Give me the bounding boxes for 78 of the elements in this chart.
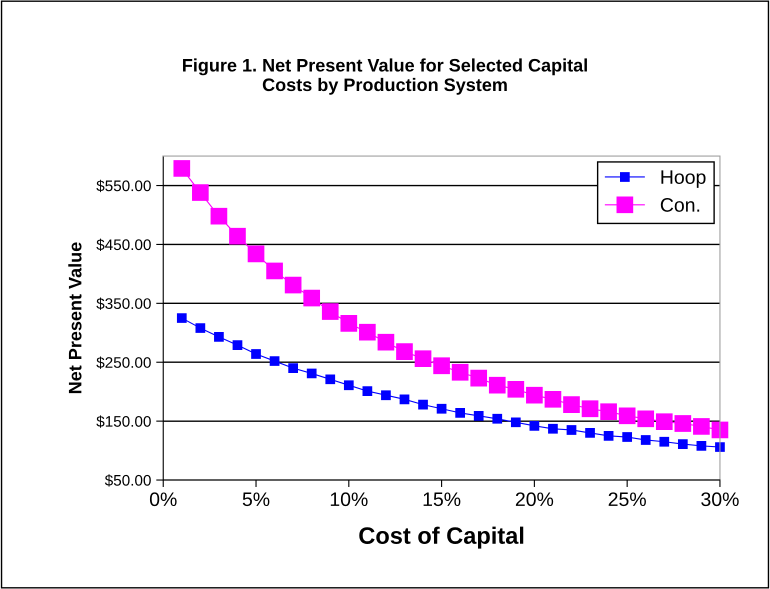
point [284,276,302,294]
x-tick-label: 20% [516,492,554,506]
point [248,246,264,262]
point [229,228,246,245]
y-tick-label: $250.00 [96,356,151,369]
x-tick-label: 25% [608,492,646,506]
point [192,184,209,201]
point [530,420,540,431]
point [712,422,728,438]
point [510,417,521,428]
point [433,357,450,374]
point [362,386,372,396]
point [637,410,654,428]
point [455,408,466,418]
point [359,324,376,341]
point [488,376,506,394]
legend-label: Con. [660,198,700,212]
legend-label: Hoop [661,170,706,188]
point [474,410,484,421]
point [470,370,488,386]
point [548,424,558,434]
y-axis-title: Net Present Value [68,242,82,394]
x-tick-label: 10% [330,492,368,506]
x-tick-label: 5% [242,492,270,506]
point [566,425,576,435]
point [176,313,187,323]
point [640,435,651,445]
point [303,290,320,306]
y-tick-label: $450.00 [96,238,151,252]
point [618,408,636,424]
point [396,343,413,360]
point [214,332,224,342]
point [604,431,614,441]
point [563,396,580,413]
x-tick-label: 30% [701,492,739,506]
x-tick-label: 0% [150,492,177,506]
point [452,364,468,381]
point [693,418,710,435]
point [492,414,502,424]
point [585,428,595,438]
point [418,400,428,410]
point [306,368,317,378]
point [507,380,524,398]
point [414,350,432,368]
point [195,323,206,333]
y-tick-label: $550.00 [96,180,151,192]
point [378,334,394,351]
point [381,390,391,400]
point [656,413,673,430]
point [544,391,562,408]
point [400,394,410,404]
point [210,208,228,224]
point [659,436,670,447]
point [696,441,706,451]
point [288,363,298,373]
point [322,303,339,320]
point [674,415,692,432]
y-tick-label: $50.00 [104,474,151,487]
point [526,386,543,404]
point [251,349,261,359]
point [582,400,598,418]
point [622,432,632,442]
point [344,380,354,390]
point [600,403,617,420]
point [340,315,358,332]
y-tick-label: $350.00 [96,298,151,310]
x-tick-label: 15% [424,492,460,506]
point [232,340,242,350]
point [678,439,688,449]
y-tick-label: $150.00 [96,415,151,428]
point [173,160,190,177]
point [266,262,283,280]
point [436,404,446,414]
point [270,356,280,366]
point [325,374,336,384]
x-axis-title: Cost of Capital [359,526,524,549]
chart-title: Figure 1. Net Present Value for Selected Capital Costs by Production System [183,58,587,95]
point [715,442,725,452]
